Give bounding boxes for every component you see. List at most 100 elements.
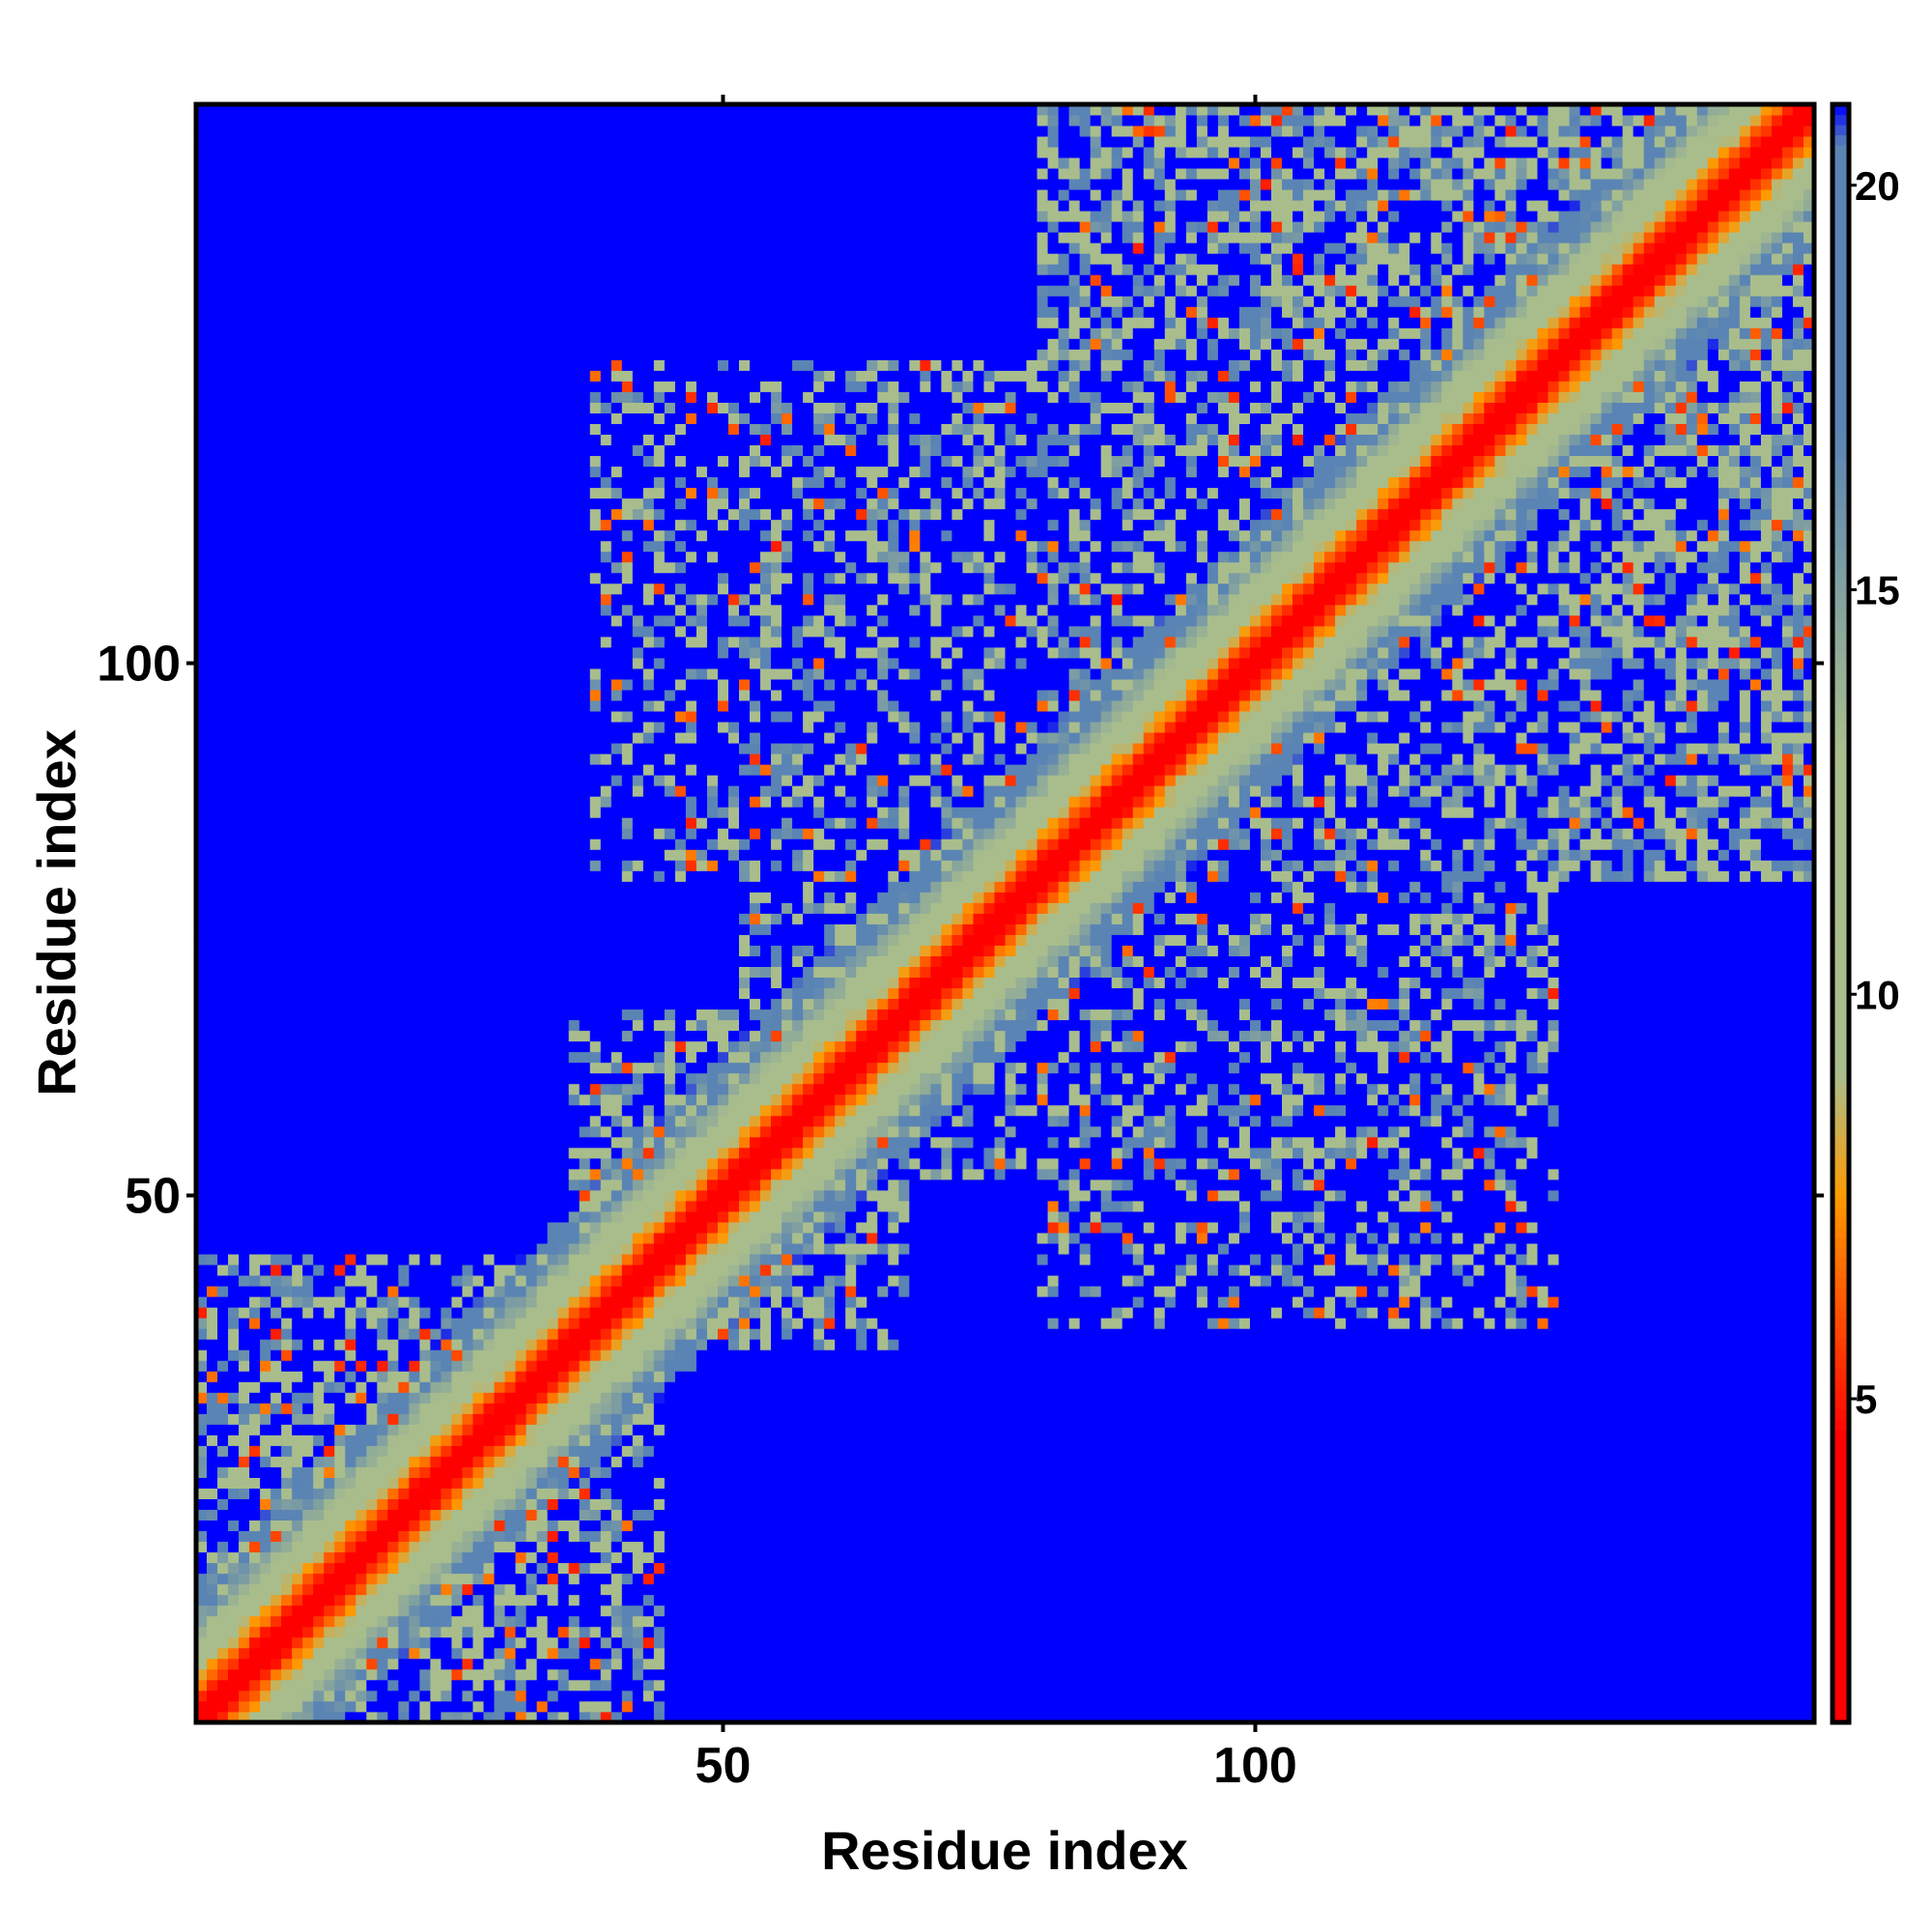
heatmap-cell bbox=[292, 157, 303, 169]
heatmap-cell bbox=[419, 1562, 431, 1575]
heatmap-cell bbox=[334, 1541, 346, 1553]
heatmap-cell bbox=[302, 1104, 314, 1117]
heatmap-cell bbox=[207, 1615, 218, 1628]
heatmap-cell bbox=[504, 444, 516, 457]
heatmap-cell bbox=[409, 1562, 420, 1575]
heatmap-cell bbox=[228, 1318, 240, 1329]
heatmap-cell bbox=[281, 1445, 293, 1457]
heatmap-cell bbox=[270, 1647, 282, 1660]
heatmap-cell bbox=[494, 732, 505, 744]
heatmap-cell bbox=[483, 497, 495, 510]
heatmap-cell bbox=[196, 1456, 208, 1467]
heatmap-cell bbox=[270, 817, 282, 829]
heatmap-cell bbox=[494, 1594, 505, 1606]
heatmap-cell bbox=[366, 1125, 378, 1138]
heatmap-cell bbox=[239, 722, 250, 733]
heatmap-cell bbox=[526, 1403, 538, 1414]
heatmap-cell bbox=[377, 1051, 388, 1064]
heatmap-cell bbox=[324, 200, 335, 212]
heatmap-cell bbox=[387, 519, 399, 531]
heatmap-cell bbox=[515, 817, 527, 829]
heatmap-cell bbox=[387, 338, 399, 350]
heatmap-cell bbox=[324, 775, 335, 786]
heatmap-cell bbox=[228, 1647, 240, 1660]
heatmap-cell bbox=[334, 157, 346, 169]
heatmap-cell bbox=[239, 242, 250, 254]
heatmap-cell bbox=[472, 306, 484, 318]
heatmap-cell bbox=[515, 1445, 527, 1457]
heatmap-cell bbox=[451, 306, 463, 318]
heatmap-cell bbox=[345, 690, 356, 701]
heatmap-cell bbox=[366, 561, 378, 574]
heatmap-cell bbox=[387, 1328, 399, 1340]
heatmap-cell bbox=[526, 242, 538, 254]
heatmap-cell bbox=[440, 1201, 452, 1212]
heatmap-cell bbox=[430, 391, 441, 403]
heatmap-cell bbox=[494, 902, 505, 914]
heatmap-cell bbox=[462, 296, 473, 307]
heatmap-cell bbox=[334, 327, 346, 339]
heatmap-cell bbox=[270, 200, 282, 212]
heatmap-cell bbox=[207, 168, 218, 180]
heatmap-cell bbox=[302, 1700, 314, 1713]
heatmap-cell bbox=[292, 572, 303, 584]
heatmap-cell bbox=[313, 476, 325, 489]
heatmap-cell bbox=[217, 540, 229, 553]
heatmap-cell bbox=[207, 1445, 218, 1457]
heatmap-cell bbox=[228, 423, 240, 436]
heatmap-cell bbox=[472, 1509, 484, 1521]
heatmap-cell bbox=[324, 860, 335, 871]
heatmap-cell bbox=[504, 955, 516, 967]
heatmap-cell bbox=[345, 582, 356, 595]
heatmap-cell bbox=[398, 1157, 410, 1170]
heatmap-cell bbox=[260, 775, 271, 786]
heatmap-cell bbox=[207, 1381, 218, 1393]
heatmap-cell bbox=[324, 1051, 335, 1064]
heatmap-cell bbox=[249, 338, 261, 350]
heatmap-cell bbox=[387, 1594, 399, 1606]
heatmap-cell bbox=[239, 1690, 250, 1702]
heatmap-cell bbox=[419, 1275, 431, 1287]
heatmap-cell bbox=[345, 455, 356, 468]
heatmap-cell bbox=[334, 732, 346, 744]
heatmap-cell bbox=[217, 1711, 229, 1723]
heatmap-cell bbox=[462, 444, 473, 457]
heatmap-cell bbox=[324, 1094, 335, 1106]
heatmap-cell bbox=[419, 1094, 431, 1106]
heatmap-cell bbox=[355, 1573, 367, 1585]
heatmap-cell bbox=[270, 1360, 282, 1372]
heatmap-cell bbox=[345, 625, 356, 638]
heatmap-cell bbox=[430, 966, 441, 979]
heatmap-cell bbox=[292, 945, 303, 956]
heatmap-cell bbox=[313, 1040, 325, 1053]
heatmap-cell bbox=[260, 807, 271, 818]
heatmap-cell bbox=[334, 1679, 346, 1691]
heatmap-cell bbox=[526, 136, 538, 148]
heatmap-cell bbox=[270, 636, 282, 648]
heatmap-cell bbox=[409, 1296, 420, 1308]
heatmap-cell bbox=[494, 1328, 505, 1340]
heatmap-cell bbox=[334, 636, 346, 648]
heatmap-cell bbox=[228, 338, 240, 350]
heatmap-cell bbox=[366, 966, 378, 979]
heatmap-cell bbox=[409, 1307, 420, 1319]
heatmap-cell bbox=[419, 647, 431, 659]
heatmap-cell bbox=[494, 860, 505, 871]
heatmap-cell bbox=[270, 359, 282, 371]
heatmap-cell bbox=[355, 1201, 367, 1212]
heatmap-cell bbox=[526, 1626, 538, 1638]
heatmap-cell bbox=[451, 1583, 463, 1596]
heatmap-cell bbox=[462, 1072, 473, 1085]
heatmap-cell bbox=[239, 1615, 250, 1628]
heatmap-cell bbox=[270, 807, 282, 818]
heatmap-cell bbox=[260, 700, 271, 712]
heatmap-cell bbox=[302, 1594, 314, 1606]
heatmap-cell bbox=[334, 1690, 346, 1702]
heatmap-cell bbox=[207, 551, 218, 563]
heatmap-cell bbox=[366, 327, 378, 339]
heatmap-cell bbox=[334, 179, 346, 190]
heatmap-cell bbox=[302, 497, 314, 510]
heatmap-cell bbox=[313, 359, 325, 371]
heatmap-cell bbox=[451, 1264, 463, 1276]
heatmap-cell bbox=[345, 359, 356, 371]
